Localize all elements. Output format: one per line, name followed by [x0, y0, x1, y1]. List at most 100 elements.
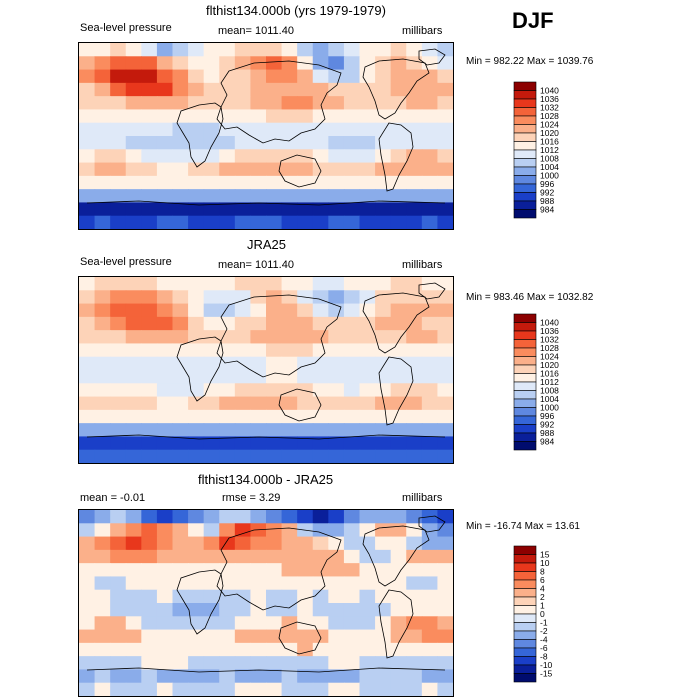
- panel-3-cell: [250, 576, 267, 591]
- panel-2-cell: [390, 316, 407, 331]
- panel-3-cell: [312, 536, 329, 551]
- panel-1-cell: [359, 96, 376, 111]
- panel-3-cell: [234, 656, 252, 671]
- panel-2-cell: [79, 330, 96, 345]
- panel-3-cell: [437, 616, 453, 631]
- panel-1-cell: [421, 122, 439, 137]
- panel-2-cell: [172, 409, 189, 424]
- panel-1-cell: [281, 96, 298, 111]
- panel-3-cell: [250, 629, 267, 644]
- panel-3-cell: [406, 669, 423, 684]
- panel-3-cell: [250, 536, 267, 551]
- panel-1-cell: [281, 56, 298, 71]
- panel-2-cell: [312, 370, 329, 384]
- panel-1-cell: [125, 56, 142, 71]
- panel-2-cell: [141, 277, 158, 291]
- panel-3-coastline: [362, 525, 430, 587]
- panel-1-cell: [406, 122, 423, 137]
- panel-1-colorbar-swatch: [513, 141, 537, 151]
- panel-3-colorbar-swatch: [513, 562, 537, 572]
- panel-3-cell: [94, 523, 111, 538]
- panel-1-cell: [312, 56, 329, 71]
- panel-3-cell: [219, 563, 236, 578]
- panel-1-cell: [250, 69, 267, 84]
- panel-3-cell: [281, 589, 298, 604]
- panel-3-cell: [375, 563, 392, 578]
- panel-2-cell: [390, 423, 407, 438]
- panel-1-colorbar-label: 1024: [540, 120, 559, 130]
- panel-1-cell: [437, 189, 453, 204]
- panel-2-cell: [297, 396, 314, 411]
- panel-2-cell: [266, 330, 283, 345]
- panel-2-cell: [421, 423, 439, 438]
- panel-3-cell: [281, 656, 298, 671]
- panel-2-cell: [281, 316, 298, 331]
- panel-1-cell: [312, 109, 329, 124]
- panel-2-cell: [437, 423, 453, 438]
- panel-3-cell: [94, 656, 111, 671]
- panel-2-cell: [328, 409, 345, 424]
- panel-3-cell: [250, 642, 267, 657]
- panel-3-colorbar-swatch: [513, 656, 537, 666]
- panel-2-cell: [219, 383, 236, 398]
- panel-2-cell: [328, 316, 345, 331]
- panel-1-cell: [234, 202, 252, 217]
- panel-3-cell: [390, 682, 407, 696]
- panel-3-cell: [312, 603, 329, 617]
- panel-3-cell: [375, 576, 392, 591]
- panel-3-cell: [250, 510, 267, 524]
- panel-2-cell: [266, 370, 283, 384]
- panel-1-cell: [94, 96, 111, 111]
- panel-2-cell: [343, 356, 361, 371]
- panel-1-cell: [188, 175, 205, 190]
- panel-3-cell: [421, 563, 439, 578]
- panel-3-cell: [281, 536, 298, 551]
- panel-2-cell: [125, 343, 142, 358]
- panel-3-cell: [421, 536, 439, 551]
- panel-1-cell: [141, 215, 158, 229]
- panel-2-cell: [437, 436, 453, 451]
- panel-2-colorbar: 1040103610321028102410201016101210081004…: [513, 313, 559, 451]
- panel-1-cell: [359, 215, 376, 229]
- panel-2-cell: [375, 290, 392, 305]
- panel-3-title: flthist134.000b - JRA25: [198, 472, 334, 487]
- panel-3-cell: [219, 642, 236, 657]
- panel-1-cell: [281, 43, 298, 57]
- panel-1-title: flthist134.000b (yrs 1979-1979): [206, 3, 386, 18]
- panel-1-cell: [281, 215, 298, 229]
- panel-3-cell: [437, 589, 453, 604]
- panel-3-cell: [79, 642, 96, 657]
- panel-1-cell: [406, 162, 423, 177]
- panel-3-cell: [156, 523, 174, 538]
- panel-3-cell: [281, 603, 298, 617]
- panel-2-cell: [297, 423, 314, 438]
- panel-3-cell: [234, 563, 252, 578]
- panel-2-cell: [125, 409, 142, 424]
- panel-3-cell: [421, 576, 439, 591]
- panel-1-cell: [328, 175, 345, 190]
- panel-2-cell: [203, 277, 220, 291]
- panel-1-cell: [234, 136, 252, 150]
- panel-1-cell: [312, 43, 329, 57]
- panel-2-cell: [375, 449, 392, 463]
- panel-2-cell: [406, 330, 423, 345]
- panel-1-cell: [312, 82, 329, 97]
- panel-1-coastline: [86, 200, 446, 206]
- panel-1-cell: [156, 43, 174, 57]
- panel-1-cell: [297, 109, 314, 124]
- panel-3-cell: [79, 589, 96, 604]
- panel-2-cell: [328, 330, 345, 345]
- panel-1-mean: mean= 1011.40: [218, 25, 294, 37]
- panel-3-cell: [343, 536, 361, 551]
- panel-1-cell: [312, 215, 329, 229]
- panel-3-cell: [297, 563, 314, 578]
- panel-1-cell: [250, 109, 267, 124]
- panel-3-cell: [79, 563, 96, 578]
- panel-3-cell: [406, 603, 423, 617]
- panel-3-cell: [343, 616, 361, 631]
- panel-1-cell: [172, 56, 189, 71]
- panel-1-cell: [79, 96, 96, 111]
- panel-2-cell: [375, 316, 392, 331]
- panel-2-cell: [172, 303, 189, 318]
- panel-3-cell: [281, 510, 298, 524]
